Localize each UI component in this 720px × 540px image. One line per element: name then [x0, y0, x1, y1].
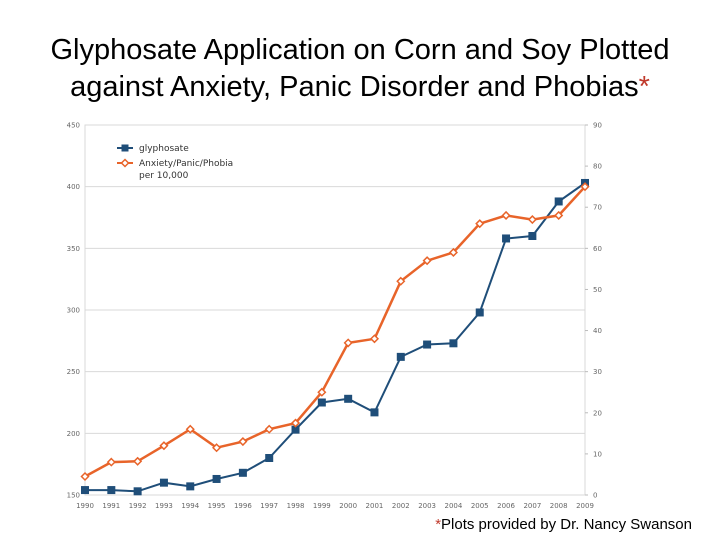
glyphosate-point	[475, 308, 484, 317]
glyphosate-point	[317, 398, 326, 407]
footnote-text: Plots provided by Dr. Nancy Swanson	[441, 516, 692, 533]
anxiety-point	[80, 471, 90, 482]
x-tick-label: 1992	[129, 502, 147, 510]
x-tick-label: 1990	[76, 502, 94, 510]
right-tick-label: 20	[593, 409, 602, 417]
left-tick-label: 150	[67, 492, 80, 500]
right-tick-label: 10	[593, 450, 602, 458]
x-tick-label: 2001	[366, 502, 384, 510]
left-tick-label: 200	[67, 430, 80, 438]
glyphosate-point	[396, 352, 405, 361]
x-tick-label: 2002	[392, 502, 410, 510]
left-tick-label: 300	[67, 307, 80, 315]
x-tick-label: 2008	[550, 502, 568, 510]
legend-marker-glyphosate	[121, 144, 129, 152]
title-line-2-text: against Anxiety, Panic Disorder and Phob…	[70, 71, 639, 103]
glyphosate-point	[370, 408, 379, 417]
glyphosate-point	[107, 486, 116, 495]
right-tick-label: 40	[593, 327, 602, 335]
anxiety-point	[264, 424, 274, 434]
right-tick-label: 30	[593, 368, 602, 376]
x-tick-label: 2006	[497, 502, 515, 510]
right-tick-label: 90	[593, 122, 602, 130]
anxiety-point	[448, 247, 458, 258]
right-tick-label: 50	[593, 286, 602, 294]
footnote-asterisk: *	[435, 516, 442, 533]
x-tick-label: 1995	[208, 502, 226, 510]
title-line-1: Glyphosate Application on Corn and Soy P…	[50, 34, 670, 66]
x-tick-label: 1997	[260, 502, 278, 510]
x-tick-label: 1999	[313, 502, 331, 510]
anxiety-point	[343, 338, 353, 348]
right-tick-label: 0	[593, 492, 597, 500]
legend-label-glyphosate: glyphosate	[139, 144, 189, 154]
anxiety-point	[317, 387, 327, 397]
page-title: Glyphosate Application on Corn and Soy P…	[0, 32, 720, 106]
x-tick-label: 2003	[418, 502, 436, 510]
series-line-glyphosate	[85, 182, 586, 493]
title-line-2: against Anxiety, Panic Disorder and Phob…	[0, 69, 720, 106]
glyphosate-point	[449, 339, 458, 348]
anxiety-point	[369, 334, 380, 344]
anxiety-point	[396, 276, 406, 286]
anxiety-point	[422, 256, 432, 266]
glyphosate-point	[502, 234, 511, 243]
legend-label-anxiety: Anxiety/Panic/Phobia	[139, 159, 233, 169]
anxiety-point	[554, 210, 564, 221]
glyphosate-point	[212, 474, 221, 483]
left-tick-label: 250	[67, 368, 80, 376]
legend-marker-anxiety	[120, 158, 130, 168]
x-tick-label: 1996	[234, 502, 252, 510]
x-tick-label: 1998	[287, 502, 305, 510]
footnote: *Plots provided by Dr. Nancy Swanson	[435, 516, 692, 533]
anxiety-point	[580, 182, 590, 192]
anxiety-point	[501, 210, 511, 221]
glyphosate-point	[265, 454, 274, 462]
left-tick-label: 350	[67, 245, 80, 253]
title-asterisk: *	[638, 71, 650, 103]
anxiety-point	[290, 418, 301, 428]
line-chart: 150 200 250 300 350 400 450 0 10 20 30 40 50 60 70 80 90…	[67, 122, 602, 511]
anxiety-point	[106, 457, 116, 467]
anxiety-point	[212, 443, 222, 453]
x-tick-label: 2007	[523, 502, 541, 510]
right-tick-label: 60	[593, 245, 602, 253]
glyphosate-point	[133, 487, 142, 496]
glyphosate-point	[81, 486, 89, 495]
glyphosate-point	[528, 232, 537, 240]
glyphosate-point	[554, 197, 563, 206]
glyphosate-point	[344, 394, 353, 403]
series-line-anxiety	[84, 185, 586, 478]
left-tick-label: 400	[67, 183, 80, 191]
x-tick-label: 2000	[339, 502, 357, 510]
x-tick-label: 1991	[102, 502, 120, 510]
right-tick-label: 70	[593, 204, 602, 212]
glyphosate-point	[238, 468, 247, 477]
glyphosate-point	[186, 482, 195, 491]
anxiety-point	[185, 424, 195, 434]
legend-label-anxiety-unit: per 10,000	[139, 171, 189, 181]
x-tick-label: 1994	[181, 502, 199, 510]
right-tick-label: 80	[593, 163, 602, 171]
x-tick-label: 2005	[471, 502, 489, 510]
anxiety-point	[527, 214, 537, 225]
anxiety-point	[238, 436, 248, 447]
x-tick-label: 2004	[445, 502, 463, 510]
glyphosate-point	[423, 340, 432, 349]
anxiety-point	[475, 219, 485, 229]
x-tick-label: 1993	[155, 502, 173, 510]
x-tick-label: 2009	[576, 502, 594, 510]
glyphosate-point	[159, 478, 168, 487]
glyphosate-point	[291, 425, 300, 434]
anxiety-point	[159, 441, 169, 451]
left-tick-label: 450	[67, 122, 80, 130]
anxiety-point	[133, 456, 143, 466]
